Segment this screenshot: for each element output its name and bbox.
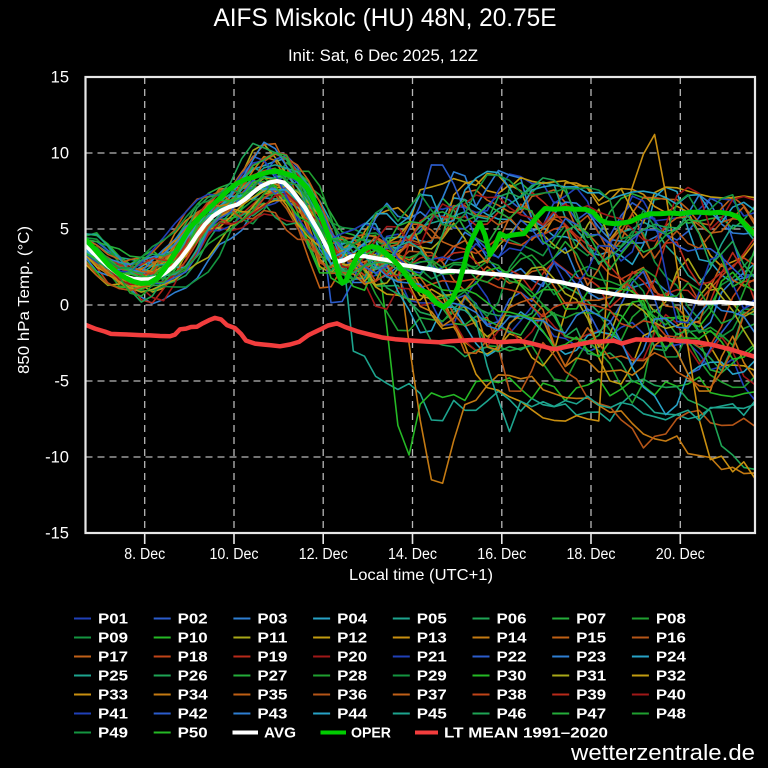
svg-text:Local time (UTC+1): Local time (UTC+1): [349, 567, 493, 584]
svg-text:P29: P29: [417, 669, 447, 685]
svg-text:10. Dec: 10. Dec: [210, 546, 259, 563]
svg-text:P33: P33: [98, 688, 128, 704]
svg-text:P18: P18: [178, 650, 208, 666]
svg-text:P32: P32: [656, 669, 686, 685]
svg-text:P49: P49: [98, 726, 128, 742]
svg-text:P30: P30: [497, 669, 527, 685]
svg-text:P27: P27: [257, 669, 287, 685]
svg-text:wetterzentrale.de: wetterzentrale.de: [570, 740, 755, 765]
svg-text:P03: P03: [257, 612, 287, 628]
svg-text:P43: P43: [257, 707, 287, 723]
svg-text:P09: P09: [98, 631, 128, 647]
svg-text:P39: P39: [576, 688, 606, 704]
svg-text:P40: P40: [656, 688, 686, 704]
svg-text:P36: P36: [337, 688, 367, 704]
svg-text:P07: P07: [576, 612, 606, 628]
svg-text:P50: P50: [178, 726, 208, 742]
svg-text:20. Dec: 20. Dec: [656, 546, 705, 563]
svg-text:P28: P28: [337, 669, 367, 685]
svg-text:AVG: AVG: [264, 726, 296, 742]
svg-text:P06: P06: [497, 612, 527, 628]
svg-text:15: 15: [51, 69, 69, 87]
svg-text:P08: P08: [656, 612, 686, 628]
svg-text:P46: P46: [497, 707, 527, 723]
svg-text:16. Dec: 16. Dec: [477, 546, 526, 563]
svg-text:P48: P48: [656, 707, 686, 723]
svg-text:P44: P44: [337, 707, 368, 723]
svg-text:P42: P42: [178, 707, 208, 723]
svg-text:LT MEAN 1991–2020: LT MEAN 1991–2020: [444, 726, 608, 742]
svg-text:850 hPa Temp. (°C): 850 hPa Temp. (°C): [16, 226, 33, 374]
svg-text:12. Dec: 12. Dec: [299, 546, 348, 563]
svg-text:P26: P26: [178, 669, 208, 685]
svg-text:OPER: OPER: [351, 726, 391, 742]
svg-text:18. Dec: 18. Dec: [567, 546, 616, 563]
svg-text:AIFS Miskolc (HU) 48N, 20.75E: AIFS Miskolc (HU) 48N, 20.75E: [214, 4, 557, 32]
svg-text:P11: P11: [257, 631, 287, 647]
svg-text:P16: P16: [656, 631, 686, 647]
svg-text:P38: P38: [497, 688, 527, 704]
svg-text:P31: P31: [576, 669, 606, 685]
svg-text:5: 5: [60, 221, 69, 239]
svg-text:P20: P20: [337, 650, 367, 666]
svg-text:P13: P13: [417, 631, 447, 647]
svg-text:P05: P05: [417, 612, 447, 628]
svg-text:P22: P22: [497, 650, 527, 666]
svg-text:P34: P34: [178, 688, 209, 704]
svg-text:14. Dec: 14. Dec: [388, 546, 437, 563]
svg-text:P45: P45: [417, 707, 447, 723]
svg-text:P47: P47: [576, 707, 606, 723]
svg-text:P01: P01: [98, 612, 128, 628]
svg-text:-10: -10: [45, 449, 69, 467]
svg-text:-15: -15: [45, 525, 69, 543]
svg-text:Init: Sat, 6 Dec 2025, 12Z: Init: Sat, 6 Dec 2025, 12Z: [288, 47, 478, 65]
svg-text:P23: P23: [576, 650, 606, 666]
svg-text:P25: P25: [98, 669, 128, 685]
svg-text:P21: P21: [417, 650, 447, 666]
svg-text:0: 0: [60, 297, 69, 315]
svg-text:P14: P14: [497, 631, 528, 647]
svg-text:P17: P17: [98, 650, 128, 666]
svg-text:P04: P04: [337, 612, 368, 628]
svg-text:P37: P37: [417, 688, 447, 704]
svg-text:P24: P24: [656, 650, 687, 666]
svg-text:P15: P15: [576, 631, 606, 647]
svg-text:10: 10: [51, 145, 69, 163]
svg-text:P12: P12: [337, 631, 367, 647]
svg-text:P19: P19: [257, 650, 287, 666]
svg-text:P02: P02: [178, 612, 208, 628]
svg-text:P41: P41: [98, 707, 128, 723]
svg-text:8. Dec: 8. Dec: [124, 546, 165, 563]
svg-text:P10: P10: [178, 631, 208, 647]
svg-text:P35: P35: [257, 688, 287, 704]
svg-text:-5: -5: [54, 373, 69, 391]
